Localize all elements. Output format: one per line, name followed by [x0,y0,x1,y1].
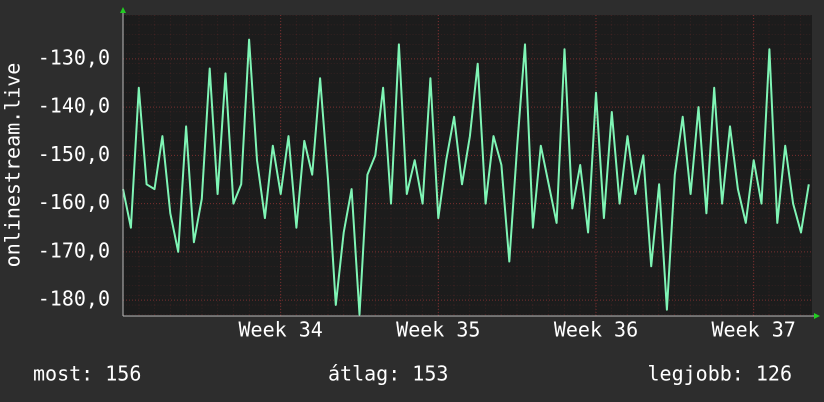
data-line [122,38,810,316]
marks [122,38,810,316]
stat-current: most: 156 [33,362,141,386]
y-axis-label: onlinestream.live [1,63,25,268]
y-axis-arrow [120,7,126,13]
y-tick-label: -130,0 [38,45,110,69]
minor-grid [123,15,812,316]
x-axis-arrow [814,313,820,319]
stat-best: legjobb: 126 [648,362,793,386]
y-tick-label: -180,0 [38,287,110,311]
x-tick-label: Week 34 [239,318,323,342]
y-tick-label: -160,0 [38,190,110,214]
y-tick-label: -150,0 [38,142,110,166]
x-tick-label: Week 37 [712,318,796,342]
y-tick-label: -170,0 [38,238,110,262]
x-tick-label: Week 35 [396,318,480,342]
y-tick-label: -140,0 [38,94,110,118]
stat-average: átlag: 153 [328,362,448,386]
x-tick-label: Week 36 [554,318,638,342]
